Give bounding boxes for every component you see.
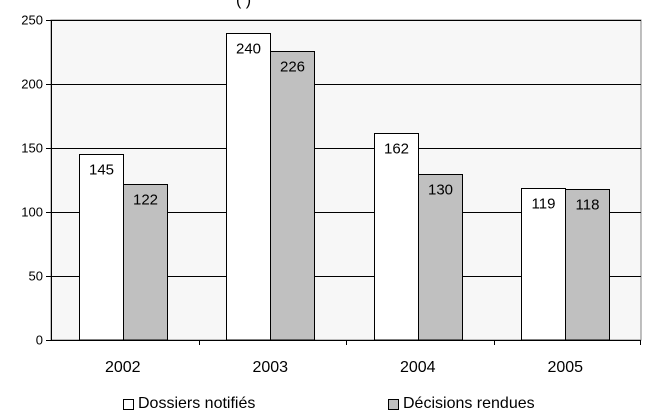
x-tick-label: 2004 xyxy=(400,359,436,376)
data-label: 130 xyxy=(428,182,453,199)
data-label: 240 xyxy=(236,41,261,58)
bar-2002-series-1 xyxy=(79,154,124,341)
data-label: 118 xyxy=(576,197,600,214)
bar-2005-series-2 xyxy=(565,189,610,341)
x-tick-label: 2005 xyxy=(547,359,583,376)
y-tick-label: 100 xyxy=(21,205,43,220)
legend-swatch-gray xyxy=(388,398,399,410)
bar-2004-series-2 xyxy=(418,174,463,341)
data-label: 119 xyxy=(532,196,556,213)
plot-area: 0 50 100 150 200 250 145 122 2002 240 226 2003 162 13… xyxy=(21,13,642,376)
y-tick-label: 150 xyxy=(21,141,43,156)
x-tick-label: 2003 xyxy=(252,359,288,376)
y-tick-label: 200 xyxy=(21,77,43,92)
data-label: 226 xyxy=(280,59,305,76)
legend-item-series-1: Dossiers notifiés xyxy=(123,394,255,414)
x-tick-label: 2002 xyxy=(105,359,141,376)
y-tick-label: 0 xyxy=(36,333,43,348)
data-label: 122 xyxy=(133,192,158,209)
legend-label-series-1: Dossiers notifiés xyxy=(138,395,256,412)
bar-2002-series-2 xyxy=(123,184,168,341)
legend-item-series-2: Décisions rendues xyxy=(388,394,535,414)
chart-title-fragment: ( ) xyxy=(236,0,252,9)
bar-2005-series-1 xyxy=(521,188,566,341)
y-tick-label: 250 xyxy=(21,13,43,28)
data-label: 145 xyxy=(89,162,114,179)
bar-2004-series-1 xyxy=(374,133,419,341)
y-tick-label: 50 xyxy=(29,269,43,284)
legend-label-series-2: Décisions rendues xyxy=(403,395,535,412)
data-label: 162 xyxy=(384,141,409,158)
bar-2003-series-2 xyxy=(270,51,315,341)
bar-2003-series-1 xyxy=(226,33,271,341)
legend-swatch-white xyxy=(123,398,134,410)
